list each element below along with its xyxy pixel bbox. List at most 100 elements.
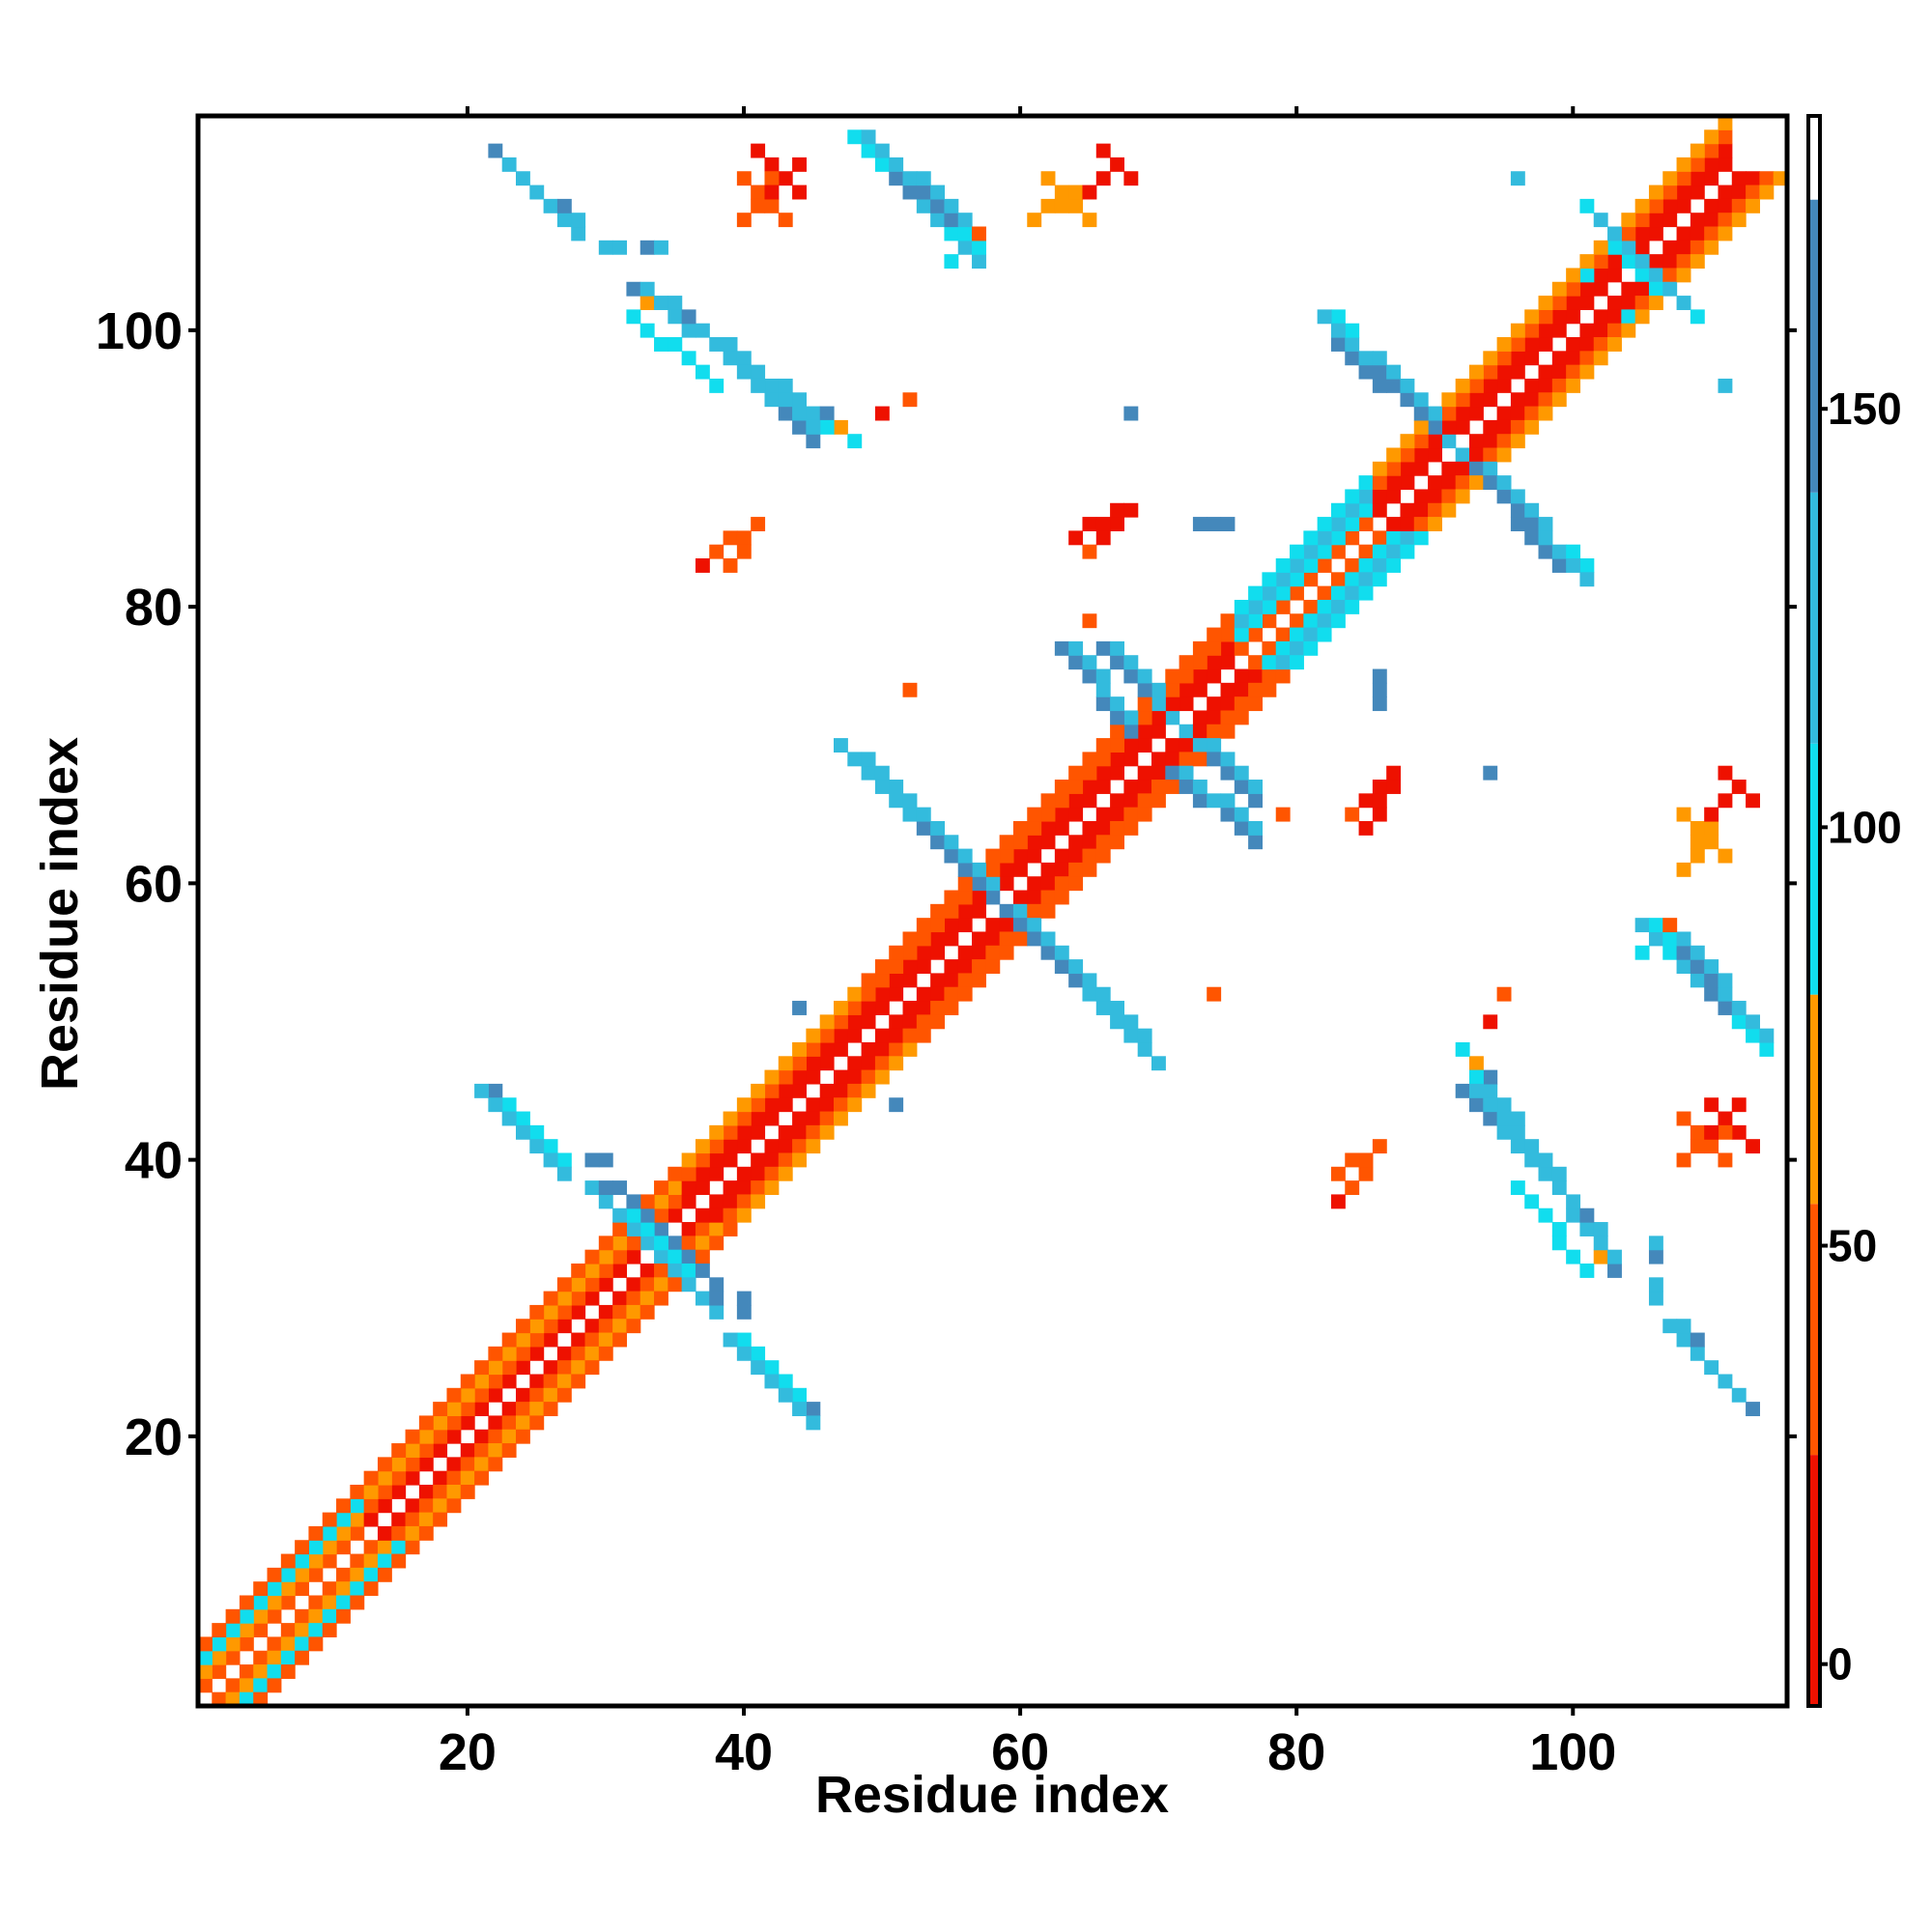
heatmap-cell	[474, 1402, 489, 1417]
heatmap-cell	[1192, 752, 1208, 767]
heatmap-cell	[1179, 668, 1194, 684]
heatmap-cell	[1095, 807, 1111, 822]
heatmap-cell	[1718, 116, 1733, 130]
heatmap-cell	[1662, 171, 1678, 186]
heatmap-cell	[1400, 461, 1415, 476]
heatmap-cell	[1358, 585, 1374, 601]
heatmap-cell	[584, 1180, 600, 1196]
heatmap-cell	[433, 1470, 448, 1486]
heatmap-cell	[1372, 461, 1387, 476]
heatmap-cell	[695, 1152, 710, 1168]
heatmap-cell	[1524, 1139, 1540, 1154]
heatmap-cell	[1358, 1166, 1374, 1181]
heatmap-cell	[1290, 572, 1304, 587]
heatmap-cell	[874, 1069, 890, 1085]
heatmap-cell	[985, 918, 1001, 933]
heatmap-cell	[1040, 835, 1056, 850]
heatmap-cell	[1110, 835, 1124, 850]
heatmap-cell	[446, 1498, 462, 1514]
heatmap-cell	[1538, 1166, 1553, 1181]
heatmap-cell	[198, 1636, 213, 1652]
heatmap-cell	[1455, 392, 1470, 408]
heatmap-cell	[709, 1166, 724, 1181]
heatmap-cell	[709, 1152, 724, 1168]
heatmap-cell	[778, 1124, 793, 1140]
heatmap-cell	[516, 1360, 530, 1376]
heatmap-cell	[1372, 364, 1387, 380]
heatmap-cell	[736, 544, 752, 559]
heatmap-cell	[295, 1623, 310, 1638]
heatmap-cell	[778, 1152, 793, 1168]
heatmap-cell	[723, 1180, 738, 1196]
heatmap-cell	[460, 1443, 475, 1458]
heatmap-cell	[543, 1304, 558, 1320]
heatmap-cell	[654, 1249, 668, 1264]
heatmap-cell	[1123, 738, 1139, 753]
heatmap-cell	[930, 945, 946, 960]
heatmap-cell	[1192, 682, 1208, 697]
heatmap-cell	[1192, 655, 1208, 670]
heatmap-cell	[556, 1291, 572, 1306]
heatmap-cell	[1718, 1111, 1733, 1126]
heatmap-cell	[460, 1387, 475, 1403]
heatmap-cell	[916, 986, 931, 1002]
heatmap-cell	[363, 1567, 379, 1582]
heatmap-cell	[1455, 406, 1470, 421]
heatmap-cell	[792, 1402, 807, 1417]
heatmap-cell	[834, 1014, 848, 1030]
heatmap-cell	[1593, 1222, 1608, 1236]
heatmap-cell	[654, 1208, 668, 1223]
heatmap-cell	[1690, 945, 1705, 960]
heatmap-cell	[1400, 392, 1415, 408]
heatmap-cell	[1095, 738, 1111, 753]
heatmap-cell	[792, 1111, 807, 1126]
heatmap-cell	[488, 1097, 503, 1113]
heatmap-cell	[999, 862, 1014, 877]
heatmap-cell	[1551, 309, 1567, 325]
heatmap-cell	[1718, 198, 1733, 213]
heatmap-cell	[584, 1277, 600, 1293]
heatmap-cell	[1330, 517, 1346, 531]
heatmap-cell	[736, 171, 752, 186]
heatmap-cell	[253, 1581, 269, 1597]
heatmap-cell	[764, 1152, 780, 1168]
heatmap-cell	[1510, 171, 1525, 186]
heatmap-cell	[654, 1277, 668, 1293]
heatmap-cell	[681, 1222, 696, 1236]
heatmap-cell	[1621, 281, 1636, 297]
heatmap-cell	[1483, 461, 1498, 476]
heatmap-cell	[1123, 724, 1139, 739]
heatmap-cell	[253, 1623, 269, 1638]
heatmap-cell	[1275, 585, 1291, 601]
heatmap-cell	[889, 156, 904, 172]
heatmap-cell	[516, 1332, 530, 1348]
heatmap-cell	[944, 254, 959, 270]
colorbar-band	[1808, 1204, 1820, 1456]
heatmap-cell	[336, 1498, 351, 1514]
heatmap-cell	[1718, 143, 1733, 158]
heatmap-cell	[957, 918, 973, 933]
heatmap-cell	[1054, 640, 1069, 656]
heatmap-cell	[556, 1387, 572, 1403]
heatmap-cell	[418, 1498, 434, 1514]
heatmap-cell	[957, 876, 973, 892]
heatmap-cell	[1386, 447, 1402, 463]
heatmap-cell	[1151, 724, 1166, 739]
heatmap-cell	[957, 862, 973, 877]
heatmap-cell	[1179, 696, 1194, 712]
heatmap-cell	[1731, 1014, 1747, 1030]
heatmap-cell	[1496, 351, 1512, 366]
heatmap-cell	[363, 1540, 379, 1555]
heatmap-cell	[350, 1595, 365, 1610]
heatmap-cell	[1040, 198, 1056, 213]
heatmap-cell	[639, 1263, 655, 1278]
heatmap-cell	[639, 296, 655, 310]
heatmap-cell	[957, 903, 973, 919]
heatmap-cell	[418, 1512, 434, 1527]
heatmap-cell	[253, 1608, 269, 1624]
heatmap-cell	[1538, 337, 1553, 352]
heatmap-cell	[1538, 392, 1553, 408]
heatmap-cell	[806, 1124, 821, 1140]
heatmap-cell	[363, 1553, 379, 1569]
heatmap-cell	[1704, 156, 1719, 172]
